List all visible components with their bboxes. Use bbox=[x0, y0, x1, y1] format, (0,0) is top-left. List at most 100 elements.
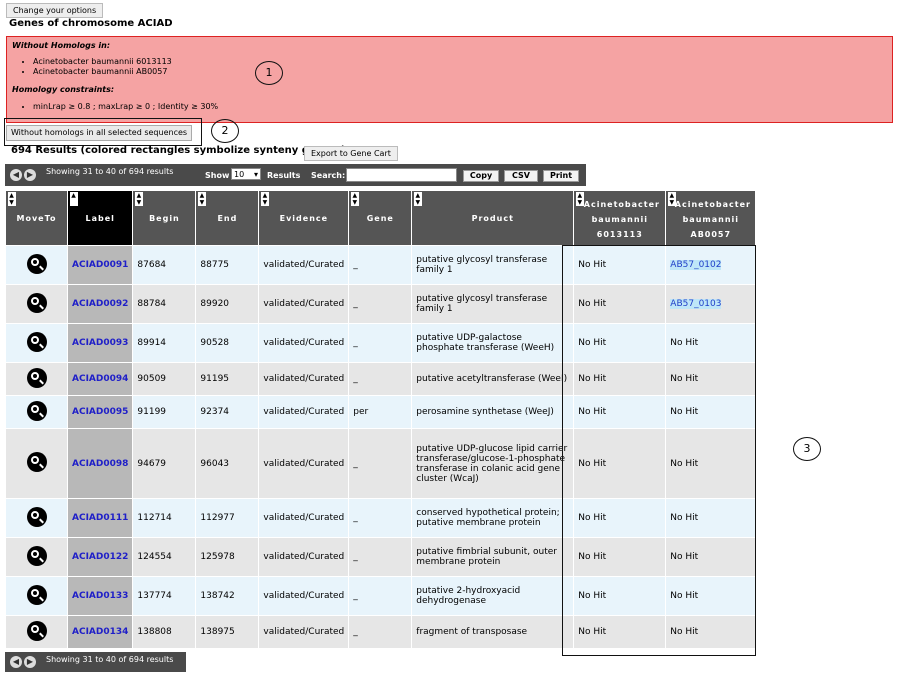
column-header-organism-ab0057[interactable]: ▲ ▼ Acinetobacter baumannii AB0057 bbox=[665, 190, 757, 246]
table-header-row: ▲ ▼ MoveTo ▲ Label ▲ ▼ Begin ▲ ▼ End ▲ ▼ Evidence… bbox=[5, 190, 757, 246]
evidence-cell: validated/Curated bbox=[258, 284, 350, 324]
csv-button[interactable]: CSV bbox=[504, 170, 538, 182]
previous-page-icon[interactable]: ◀ bbox=[10, 656, 22, 668]
previous-page-icon[interactable]: ◀ bbox=[10, 169, 22, 181]
organism-6013113-cell: No Hit bbox=[573, 498, 667, 538]
list-item: Acinetobacter baumannii AB0057 bbox=[33, 67, 172, 77]
filter-highlight-box bbox=[4, 118, 202, 146]
sort-icon: ▲ ▼ bbox=[351, 192, 360, 206]
magnifier-icon[interactable] bbox=[26, 331, 47, 352]
label-cell: ACIAD0111 bbox=[66, 498, 134, 538]
constraints-list: minLrap ≥ 0.8 ; maxLrap ≥ 0 ; Identity ≥… bbox=[7, 102, 218, 112]
column-header-begin[interactable]: ▲ ▼ Begin bbox=[132, 190, 197, 246]
column-title: Evidence bbox=[279, 213, 329, 223]
next-page-icon[interactable]: ▶ bbox=[24, 656, 36, 668]
search-label: Search: bbox=[311, 171, 346, 180]
label-cell: ACIAD0098 bbox=[66, 428, 134, 499]
move-to-cell bbox=[5, 428, 68, 499]
page-size-select[interactable]: 10 ▾ bbox=[231, 168, 261, 180]
gene-link[interactable]: ACIAD0093 bbox=[72, 338, 129, 348]
table-row: ACIAD0093 89914 90528 validated/Curated … bbox=[5, 323, 757, 363]
callout-marker-3: 3 bbox=[793, 437, 821, 461]
pagination-info: Showing 31 to 40 of 694 results bbox=[46, 167, 174, 176]
begin-cell: 90509 bbox=[132, 362, 197, 396]
table-row: ACIAD0122 124554 125978 validated/Curate… bbox=[5, 537, 757, 577]
gene-link[interactable]: ACIAD0134 bbox=[72, 627, 129, 637]
magnifier-icon[interactable] bbox=[26, 506, 47, 527]
page-size-value: 10 bbox=[234, 170, 245, 179]
magnifier-icon[interactable] bbox=[26, 620, 47, 641]
sort-icon: ▲ ▼ bbox=[261, 192, 270, 206]
product-cell: fragment of transposase bbox=[411, 615, 575, 649]
column-header-organism-6013113[interactable]: ▲ ▼ Acinetobacter baumannii 6013113 bbox=[573, 190, 667, 246]
magnifier-icon[interactable] bbox=[26, 253, 47, 274]
table-row: ACIAD0094 90509 91195 validated/Curated … bbox=[5, 362, 757, 396]
column-title: Acinetobacter baumannii 6013113 bbox=[583, 199, 660, 239]
gene-cell: per bbox=[348, 395, 413, 429]
homolog-link[interactable]: AB57_0102 bbox=[670, 260, 722, 270]
begin-cell: 87684 bbox=[132, 245, 197, 285]
change-options-button[interactable]: Change your options bbox=[6, 3, 104, 18]
label-cell: ACIAD0093 bbox=[66, 323, 134, 363]
end-cell: 89920 bbox=[195, 284, 260, 324]
move-to-cell bbox=[5, 615, 68, 649]
show-label: Show bbox=[205, 171, 230, 180]
move-to-cell bbox=[5, 284, 68, 324]
column-header-label[interactable]: ▲ Label bbox=[66, 190, 134, 246]
table-row: ACIAD0098 94679 96043 validated/Curated … bbox=[5, 428, 757, 499]
magnifier-icon[interactable] bbox=[26, 545, 47, 566]
copy-button[interactable]: Copy bbox=[463, 170, 499, 182]
evidence-cell: validated/Curated bbox=[258, 615, 350, 649]
product-cell: putative UDP-glucose lipid carrier trans… bbox=[411, 428, 575, 499]
gene-link[interactable]: ACIAD0122 bbox=[72, 552, 129, 562]
gene-link[interactable]: ACIAD0095 bbox=[72, 407, 129, 417]
gene-link[interactable]: ACIAD0111 bbox=[72, 513, 129, 523]
begin-cell: 112714 bbox=[132, 498, 197, 538]
end-cell: 125978 bbox=[195, 537, 260, 577]
gene-link[interactable]: ACIAD0098 bbox=[72, 458, 129, 469]
evidence-cell: validated/Curated bbox=[258, 395, 350, 429]
without-homologs-filter-button[interactable]: Without homologs in all selected sequenc… bbox=[6, 125, 192, 141]
label-cell: ACIAD0134 bbox=[66, 615, 134, 649]
magnifier-icon[interactable] bbox=[26, 452, 47, 472]
magnifier-icon[interactable] bbox=[26, 367, 47, 388]
homolog-link[interactable]: AB57_0103 bbox=[670, 299, 722, 309]
magnifier-icon[interactable] bbox=[26, 400, 47, 421]
column-header-evidence[interactable]: ▲ ▼ Evidence bbox=[258, 190, 350, 246]
product-cell: perosamine synthetase (WeeJ) bbox=[411, 395, 575, 429]
gene-link[interactable]: ACIAD0091 bbox=[72, 260, 129, 270]
sort-icon: ▲ ▼ bbox=[198, 192, 207, 206]
gene-link[interactable]: ACIAD0094 bbox=[72, 374, 129, 384]
organism-6013113-cell: No Hit bbox=[573, 323, 667, 363]
sort-icon: ▲ bbox=[70, 192, 78, 206]
without-homologs-heading: Without Homologs in: bbox=[12, 41, 111, 50]
move-to-cell bbox=[5, 395, 68, 429]
sort-icon: ▲ ▼ bbox=[576, 192, 585, 206]
column-header-gene[interactable]: ▲ ▼ Gene bbox=[348, 190, 413, 246]
gene-cell: _ bbox=[348, 576, 413, 616]
gene-link[interactable]: ACIAD0092 bbox=[72, 299, 129, 309]
column-header-end[interactable]: ▲ ▼ End bbox=[195, 190, 260, 246]
constraints-heading: Homology constraints: bbox=[12, 85, 115, 94]
move-to-cell bbox=[5, 537, 68, 577]
gene-cell: _ bbox=[348, 615, 413, 649]
begin-cell: 138808 bbox=[132, 615, 197, 649]
end-cell: 138742 bbox=[195, 576, 260, 616]
organism-ab0057-cell: No Hit bbox=[665, 395, 757, 429]
move-to-cell bbox=[5, 362, 68, 396]
label-cell: ACIAD0092 bbox=[66, 284, 134, 324]
move-to-cell bbox=[5, 498, 68, 538]
callout-marker-2: 2 bbox=[211, 119, 239, 143]
column-header-moveto[interactable]: ▲ ▼ MoveTo bbox=[5, 190, 68, 246]
column-header-product[interactable]: ▲ ▼ Product bbox=[411, 190, 575, 246]
print-button[interactable]: Print bbox=[543, 170, 579, 182]
search-input[interactable] bbox=[346, 168, 457, 182]
gene-link[interactable]: ACIAD0133 bbox=[72, 591, 129, 601]
table-row: ACIAD0095 91199 92374 validated/Curated … bbox=[5, 395, 757, 429]
next-page-icon[interactable]: ▶ bbox=[24, 169, 36, 181]
sort-icon: ▲ ▼ bbox=[414, 192, 423, 206]
magnifier-icon[interactable] bbox=[26, 292, 47, 313]
magnifier-icon[interactable] bbox=[26, 584, 47, 605]
sort-icon: ▲ ▼ bbox=[135, 192, 144, 206]
export-gene-cart-button[interactable]: Export to Gene Cart bbox=[304, 146, 398, 161]
